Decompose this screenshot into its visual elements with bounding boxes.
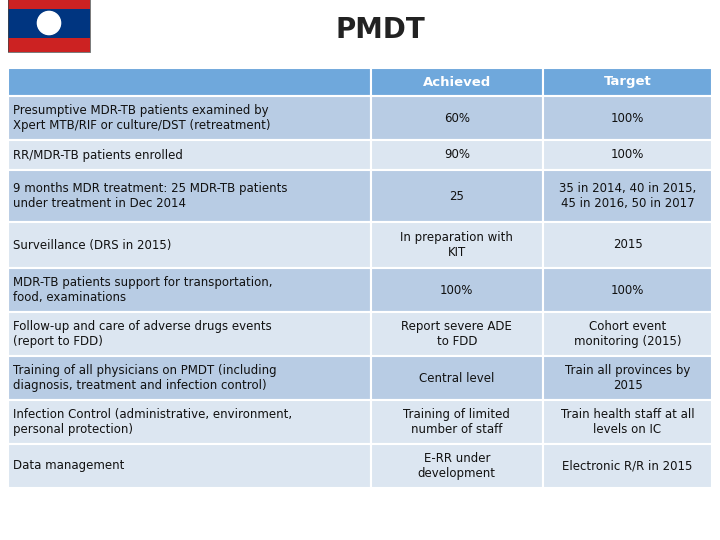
Text: Target: Target	[603, 76, 652, 89]
Bar	[8, 268, 371, 312]
Bar	[543, 268, 712, 312]
Bar	[371, 444, 543, 488]
Bar	[8, 356, 371, 400]
Text: MDR-TB patients support for transportation,
food, examinations: MDR-TB patients support for transportati…	[13, 276, 272, 304]
Text: Training of all physicians on PMDT (including
diagnosis, treatment and infection: Training of all physicians on PMDT (incl…	[13, 364, 276, 392]
Bar	[8, 9, 90, 37]
Bar	[543, 170, 712, 222]
Text: 9 months MDR treatment: 25 MDR-TB patients
under treatment in Dec 2014: 9 months MDR treatment: 25 MDR-TB patien…	[13, 182, 287, 210]
Bar	[371, 268, 543, 312]
Bar	[543, 400, 712, 444]
Circle shape	[37, 11, 60, 35]
Bar	[371, 170, 543, 222]
Text: Training of limited
number of staff: Training of limited number of staff	[403, 408, 510, 436]
Bar	[543, 68, 712, 96]
Text: E-RR under
development: E-RR under development	[418, 452, 496, 480]
Text: Train all provinces by
2015: Train all provinces by 2015	[564, 364, 690, 392]
Bar	[8, 222, 371, 268]
Text: 90%: 90%	[444, 148, 470, 161]
Text: Achieved: Achieved	[423, 76, 491, 89]
Bar	[371, 96, 543, 140]
Text: Presumptive MDR-TB patients examined by
Xpert MTB/RIF or culture/DST (retreatmen: Presumptive MDR-TB patients examined by …	[13, 104, 271, 132]
Bar	[371, 400, 543, 444]
Text: 35 in 2014, 40 in 2015,
45 in 2016, 50 in 2017: 35 in 2014, 40 in 2015, 45 in 2016, 50 i…	[559, 182, 696, 210]
Text: Follow-up and care of adverse drugs events
(report to FDD): Follow-up and care of adverse drugs even…	[13, 320, 271, 348]
Text: Train health staff at all
levels on IC: Train health staff at all levels on IC	[561, 408, 694, 436]
Bar	[543, 222, 712, 268]
Bar	[8, 444, 371, 488]
Bar	[371, 356, 543, 400]
Bar	[543, 444, 712, 488]
Text: 100%: 100%	[440, 284, 474, 296]
Bar	[8, 68, 371, 96]
Bar	[8, 0, 90, 52]
Bar	[8, 400, 371, 444]
Text: PMDT: PMDT	[335, 16, 425, 44]
Text: 100%: 100%	[611, 284, 644, 296]
Text: Data management: Data management	[13, 460, 125, 472]
Text: Infection Control (administrative, environment,
personal protection): Infection Control (administrative, envir…	[13, 408, 292, 436]
Text: Report severe ADE
to FDD: Report severe ADE to FDD	[401, 320, 512, 348]
Text: Central level: Central level	[419, 372, 495, 384]
Bar	[8, 170, 371, 222]
Text: 2015: 2015	[613, 239, 642, 252]
Text: 100%: 100%	[611, 111, 644, 125]
Bar	[543, 140, 712, 170]
Bar	[543, 96, 712, 140]
Bar	[8, 96, 371, 140]
Bar	[8, 0, 90, 9]
Bar	[371, 140, 543, 170]
Bar	[8, 312, 371, 356]
Bar	[371, 68, 543, 96]
Text: RR/MDR-TB patients enrolled: RR/MDR-TB patients enrolled	[13, 148, 183, 161]
Text: Electronic R/R in 2015: Electronic R/R in 2015	[562, 460, 693, 472]
Bar	[543, 356, 712, 400]
Text: Cohort event
monitoring (2015): Cohort event monitoring (2015)	[574, 320, 681, 348]
Text: In preparation with
KIT: In preparation with KIT	[400, 231, 513, 259]
Bar	[8, 140, 371, 170]
Bar	[371, 312, 543, 356]
Bar	[8, 37, 90, 52]
Text: 100%: 100%	[611, 148, 644, 161]
Bar	[371, 222, 543, 268]
Text: Surveillance (DRS in 2015): Surveillance (DRS in 2015)	[13, 239, 171, 252]
Bar	[543, 312, 712, 356]
Text: 25: 25	[449, 190, 464, 202]
Text: 60%: 60%	[444, 111, 470, 125]
